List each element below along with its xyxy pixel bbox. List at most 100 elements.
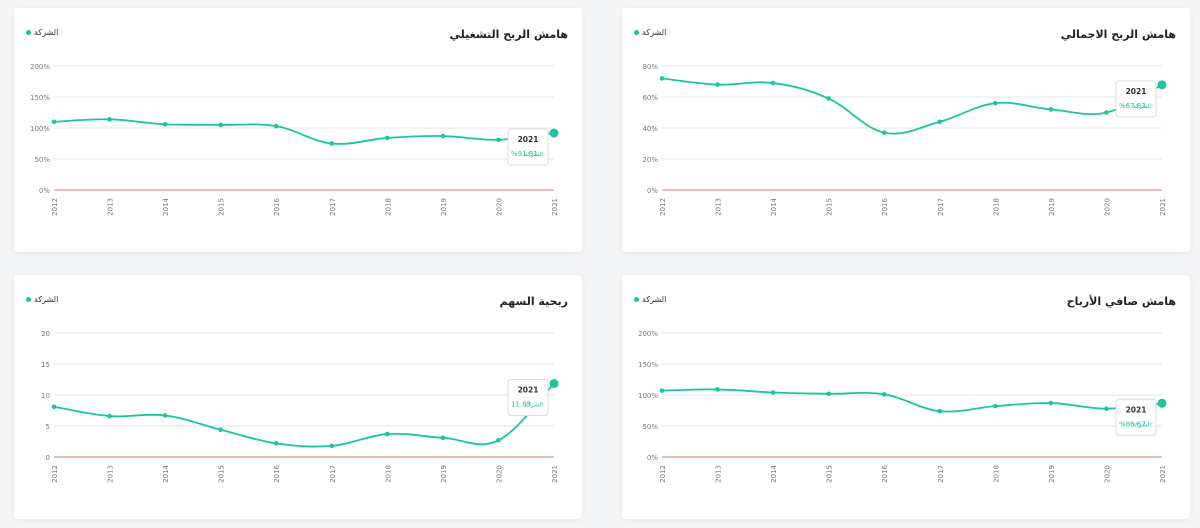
data-point: [107, 413, 112, 419]
legend-dot-icon: [26, 297, 31, 302]
data-point: [993, 100, 998, 106]
chart-card-eps: ربحية السهم الشركة 0 5 10 15 20 2012 2013 2014 2…: [14, 275, 582, 519]
data-point: [715, 387, 720, 392]
tooltip-box: [1115, 398, 1157, 436]
data-point: [385, 431, 390, 437]
tooltip-series-label: الشركة:: [525, 402, 545, 409]
x-tick-label: 2020: [495, 465, 503, 483]
x-tick-label: 2012: [659, 465, 667, 483]
data-point: [770, 80, 776, 86]
x-tick-label: 2014: [162, 197, 170, 215]
x-tick-label: 2020: [1103, 198, 1111, 216]
tooltip: 2021 الشركة:11.85: [507, 379, 549, 417]
data-point: [1157, 398, 1167, 408]
y-tick-label: 50%: [34, 156, 50, 164]
data-point: [162, 121, 168, 127]
x-tick-label: 2015: [218, 198, 226, 216]
data-point: [881, 392, 887, 397]
data-point: [440, 133, 446, 139]
tooltip-series-label: الشركة:: [525, 151, 545, 158]
y-tick-label: 0%: [647, 454, 658, 462]
legend-label: الشركة: [34, 295, 59, 304]
x-tick-label: 2014: [770, 197, 778, 215]
x-tick-label: 2019: [1048, 198, 1056, 216]
chart-title: ربحية السهم: [499, 295, 568, 308]
chart-card-gross-margin: هامش الربح الاجمالي الشركة 0% 20% 40% 60% 80…: [622, 8, 1190, 252]
x-tick-label: 2016: [881, 197, 889, 215]
y-tick-label: 0%: [647, 187, 658, 195]
tooltip: 2021 الشركة:%86.67: [1115, 398, 1157, 436]
chart-svg-gross-margin[interactable]: 0% 20% 40% 60% 80% 2012 2013 2014 2015 2016 2017 20…: [622, 8, 1190, 252]
data-point: [273, 441, 279, 446]
x-tick-label: 2020: [1103, 465, 1111, 483]
x-tick-label: 2016: [273, 197, 281, 215]
x-tick-label: 2014: [770, 464, 778, 482]
data-point: [329, 141, 335, 146]
data-point: [51, 119, 57, 125]
y-tick-label: 200%: [638, 330, 658, 338]
data-point: [218, 122, 223, 128]
x-tick-label: 2012: [51, 465, 59, 483]
x-tick-label: 2018: [992, 465, 1000, 483]
data-point: [937, 119, 943, 125]
data-point: [385, 135, 390, 141]
legend-label: الشركة: [642, 28, 667, 37]
series-line: [53, 118, 555, 145]
data-point: [51, 404, 57, 410]
y-tick-label: 60%: [642, 94, 658, 102]
x-tick-label: 2021: [1159, 465, 1167, 483]
data-point: [549, 128, 559, 138]
chart-card-net-margin: هامش صافي الأرباح الشركة 0% 50% 100% 150% 20…: [622, 275, 1190, 519]
series-line: [53, 382, 555, 448]
chart-svg-operating-margin[interactable]: 0% 50% 100% 150% 200% 2012 2013 2014 2015 2016 201…: [14, 8, 582, 252]
x-tick-label: 2018: [384, 465, 392, 483]
data-point: [826, 96, 831, 101]
data-point: [826, 391, 831, 397]
x-tick-label: 2021: [1159, 198, 1167, 216]
legend-label: الشركة: [34, 28, 59, 37]
tooltip-value: 11.85: [511, 401, 531, 409]
data-point: [440, 435, 446, 441]
x-tick-label: 2016: [273, 464, 281, 482]
data-point: [1048, 400, 1054, 406]
chart-svg-net-margin[interactable]: 0% 50% 100% 150% 200% 2012 2013 2014 2015 2016 201…: [622, 275, 1190, 519]
x-tick-label: 2015: [218, 465, 226, 483]
x-tick-label: 2020: [495, 198, 503, 216]
x-tick-label: 2017: [329, 465, 337, 483]
data-point: [496, 137, 501, 143]
data-point: [1104, 110, 1109, 115]
chart-legend[interactable]: الشركة: [26, 295, 58, 304]
tooltip-box: [1115, 80, 1157, 118]
data-point: [1157, 80, 1167, 90]
data-point: [881, 130, 887, 135]
x-tick-label: 2019: [440, 198, 448, 216]
y-tick-label: 0: [46, 454, 50, 462]
x-tick-label: 2012: [659, 198, 667, 216]
chart-legend[interactable]: الشركة: [634, 28, 666, 37]
x-tick-label: 2018: [384, 198, 392, 216]
x-tick-label: 2015: [826, 465, 834, 483]
data-point: [273, 123, 279, 129]
chart-legend[interactable]: الشركة: [26, 28, 58, 37]
tooltip: 2021 الشركة:%67.83: [1115, 80, 1157, 118]
y-tick-label: 20%: [642, 156, 658, 164]
x-tick-label: 2016: [881, 464, 889, 482]
tooltip-year: 2021: [1126, 405, 1147, 414]
x-tick-label: 2017: [937, 465, 945, 483]
tooltip-box: [507, 379, 549, 417]
chart-legend[interactable]: الشركة: [634, 295, 666, 304]
data-point: [937, 408, 943, 414]
y-tick-label: 150%: [30, 94, 50, 102]
y-tick-label: 15: [41, 361, 50, 369]
y-tick-label: 0%: [39, 187, 50, 195]
y-tick-label: 5: [46, 423, 50, 431]
chart-svg-eps[interactable]: 0 5 10 15 20 2012 2013 2014 2015 2016 2017 2018 2019…: [14, 275, 582, 519]
x-tick-label: 2018: [992, 198, 1000, 216]
y-tick-label: 100%: [30, 125, 50, 133]
x-tick-label: 2015: [826, 198, 834, 216]
y-tick-label: 40%: [642, 125, 658, 133]
chart-title: هامش صافي الأرباح: [1066, 295, 1176, 308]
legend-dot-icon: [634, 297, 639, 302]
y-tick-label: 50%: [642, 423, 658, 431]
x-tick-label: 2019: [440, 465, 448, 483]
